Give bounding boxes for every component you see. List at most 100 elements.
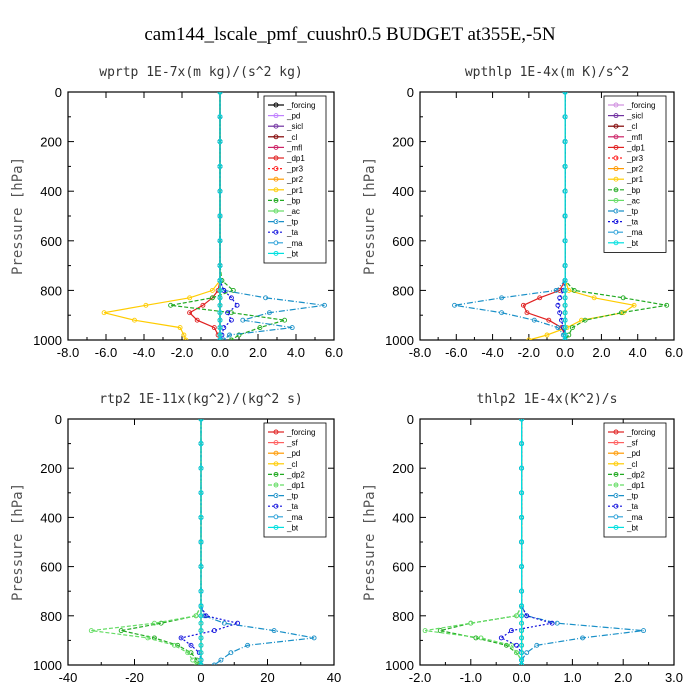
legend-marker [273, 524, 279, 530]
legend-label: _dp2 [286, 470, 305, 479]
legend-marker [613, 503, 619, 509]
legend-label: _forcing [626, 428, 655, 437]
legend-label: _ma [626, 228, 643, 237]
series-line-ta [179, 419, 240, 665]
legend-marker [613, 113, 619, 119]
series-point-dp1 [520, 302, 526, 308]
legend-marker [613, 134, 619, 140]
legend-label: _pd [626, 449, 640, 458]
x-tick-label: -8.0 [57, 345, 79, 360]
series-point-bt [217, 92, 223, 95]
y-tick-label: 800 [392, 609, 414, 624]
legend-marker [273, 503, 279, 509]
series-line-tp [454, 92, 566, 340]
series-point-bt [562, 337, 568, 340]
x-tick-label: 0.0 [211, 345, 229, 360]
series-point-bt [198, 628, 204, 634]
legend-marker [613, 240, 619, 246]
x-tick-label: 0.0 [556, 345, 574, 360]
series-point-tp [201, 613, 207, 619]
x-tick-label: 2.0 [249, 345, 267, 360]
series-point-dp1 [422, 628, 428, 634]
x-tick-label: 4.0 [629, 345, 647, 360]
series-point-dp1 [171, 642, 177, 648]
chart-panel-1: wprtp 1E-7x(m kg)/(s^2 kg) Pressure [hPa]… [10, 65, 343, 360]
series-point-bt [198, 603, 204, 609]
series-point-pr1 [101, 310, 107, 316]
series-point-bt [217, 163, 223, 169]
figure-title: cam144_lscale_pmf_cuushr0.5 BUDGET at355… [144, 24, 556, 45]
series-point-dp1 [145, 635, 151, 641]
series-point-bt [562, 302, 568, 308]
y-tick-label: 800 [40, 609, 62, 624]
x-tick-label: 4.0 [287, 345, 305, 360]
series-point-ta [235, 620, 241, 626]
series-group [101, 92, 327, 340]
series-point-bp [620, 295, 626, 301]
x-tick-label: 3.0 [665, 670, 683, 685]
series-point-bt [217, 302, 223, 308]
legend-label: _cl [286, 133, 297, 142]
y-tick-label: 200 [40, 461, 62, 476]
series-point-tp [227, 332, 232, 338]
series-point-bt [519, 620, 525, 626]
legend-marker [273, 471, 279, 477]
series-point-dp1 [514, 613, 519, 619]
legend-marker [273, 123, 279, 129]
legend-marker [273, 229, 279, 235]
legend-label: _pr1 [626, 175, 644, 184]
series-point-bt [519, 642, 525, 648]
series-line-dp1 [522, 92, 566, 340]
legend-marker [613, 493, 619, 499]
x-tick-label: -6.0 [95, 345, 117, 360]
x-tick-label: -8.0 [409, 345, 431, 360]
series-point-bt [519, 490, 525, 496]
legend-marker [613, 102, 619, 108]
legend-label: _ma [286, 513, 303, 522]
series-point-bt [562, 287, 568, 293]
series-point-tp [263, 295, 269, 301]
series-point-pr1 [544, 332, 550, 338]
series-point-dp1 [524, 310, 530, 316]
legend-marker [273, 197, 279, 203]
series-point-bt [519, 628, 525, 634]
panel-title: thlp2 1E-4x(K^2)/s [477, 392, 618, 407]
series-point-dp1 [190, 657, 196, 663]
series-point-ta [524, 613, 530, 619]
legend-marker [613, 514, 619, 520]
legend-marker [273, 240, 279, 246]
legend-label: _sicl [626, 112, 643, 121]
series-point-bt [198, 514, 204, 520]
legend: _forcing_sicl_cl_mfl_dp1_pr3_pr2_pr1_bp_… [603, 95, 667, 253]
legend-label: _ta [286, 502, 299, 511]
series-point-tp [218, 657, 224, 663]
series-group [422, 419, 646, 665]
series-point-bt [519, 514, 525, 520]
series-point-bt [217, 332, 223, 338]
legend-label: _forcing [626, 101, 655, 110]
series-point-ta [508, 628, 514, 634]
series-point-bt [217, 310, 223, 316]
series-point-pr1 [181, 332, 187, 338]
x-tick-label: 1.0 [563, 670, 581, 685]
series-point-bt [562, 139, 568, 145]
x-tick-label: -2.0 [518, 345, 540, 360]
series-point-bt [519, 613, 525, 619]
legend-marker [273, 493, 279, 499]
series-point-bp [664, 302, 670, 308]
series-point-bp [230, 287, 236, 293]
series-point-bt [562, 238, 568, 244]
series-point-bt [519, 465, 525, 471]
series-point-pr1 [631, 302, 637, 308]
y-tick-label: 0 [55, 85, 62, 100]
series-point-bp [236, 332, 242, 338]
series-point-bt [519, 635, 525, 641]
legend-marker [613, 144, 619, 150]
series-point-bt [562, 163, 568, 169]
y-axis-label: Pressure [hPa] [362, 483, 378, 601]
series-point-bt [562, 92, 568, 95]
series-point-bt [198, 564, 204, 570]
panel-title: rtp2 1E-11x(kg^2)/(kg^2 s) [99, 392, 303, 407]
series-point-bt [562, 114, 568, 120]
